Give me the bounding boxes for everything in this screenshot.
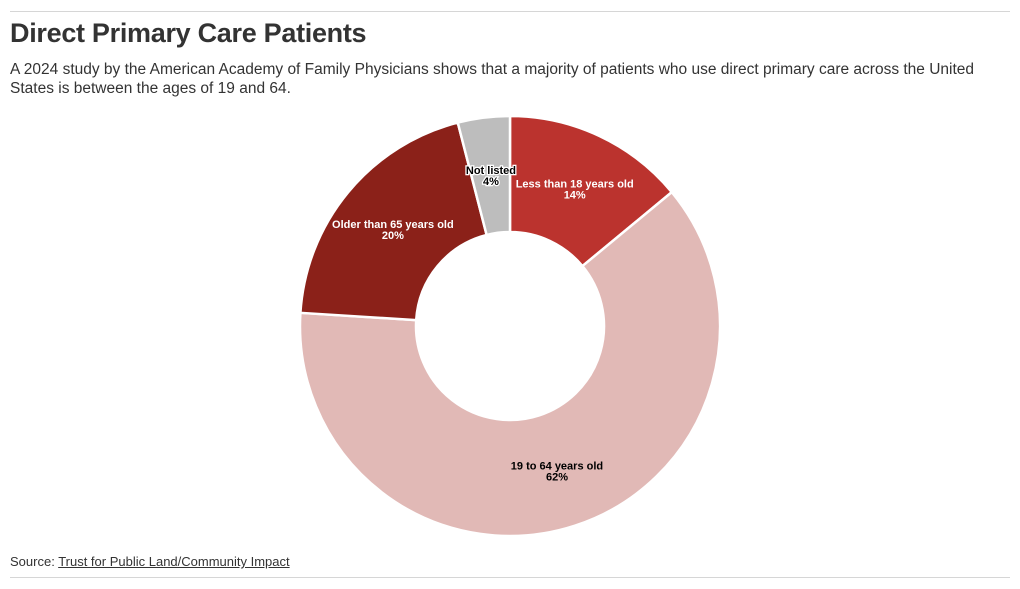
- slice-category-label: 19 to 64 years old: [511, 461, 603, 473]
- chart-subtitle: A 2024 study by the American Academy of …: [10, 61, 975, 97]
- slice-value-label: 14%: [564, 189, 586, 201]
- slice-category-label: Less than 18 years old: [516, 178, 634, 190]
- slice-label-not-listed: Not listed 4%: [466, 165, 516, 188]
- slice-value-label: 20%: [382, 230, 404, 242]
- slice-not-listed: [456, 114, 512, 237]
- slice-value-label: 4%: [483, 176, 499, 188]
- chart-title: Direct Primary Care Patients: [10, 18, 367, 48]
- slice-label-older-than-65-years-old: Older than 65 years old 20%: [332, 219, 454, 242]
- slice-label-less-than-18-years-old: Less than 18 years old 14%: [516, 178, 634, 201]
- slice-category-label: Older than 65 years old: [332, 219, 454, 231]
- slice-value-label: 62%: [546, 472, 568, 484]
- slice-older-than-65-years-old: [299, 121, 488, 322]
- source-line: Source: Trust for Public Land/Community …: [10, 554, 290, 569]
- bottom-divider: [10, 577, 1010, 578]
- top-divider: [10, 11, 1010, 12]
- slice-less-than-18-years-old: [508, 114, 674, 268]
- slice-label-19-to-64-years-old: 19 to 64 years old 62%: [511, 461, 603, 484]
- source-link[interactable]: Trust for Public Land/Community Impact: [58, 554, 290, 569]
- slice-category-label: Not listed: [466, 165, 516, 177]
- donut-labels: Less than 18 years old 14% 19 to 64 years …: [332, 164, 634, 484]
- donut-slices: [298, 114, 722, 538]
- source-prefix: Source:: [10, 554, 59, 569]
- slice-19-to-64-years-old: [298, 190, 722, 538]
